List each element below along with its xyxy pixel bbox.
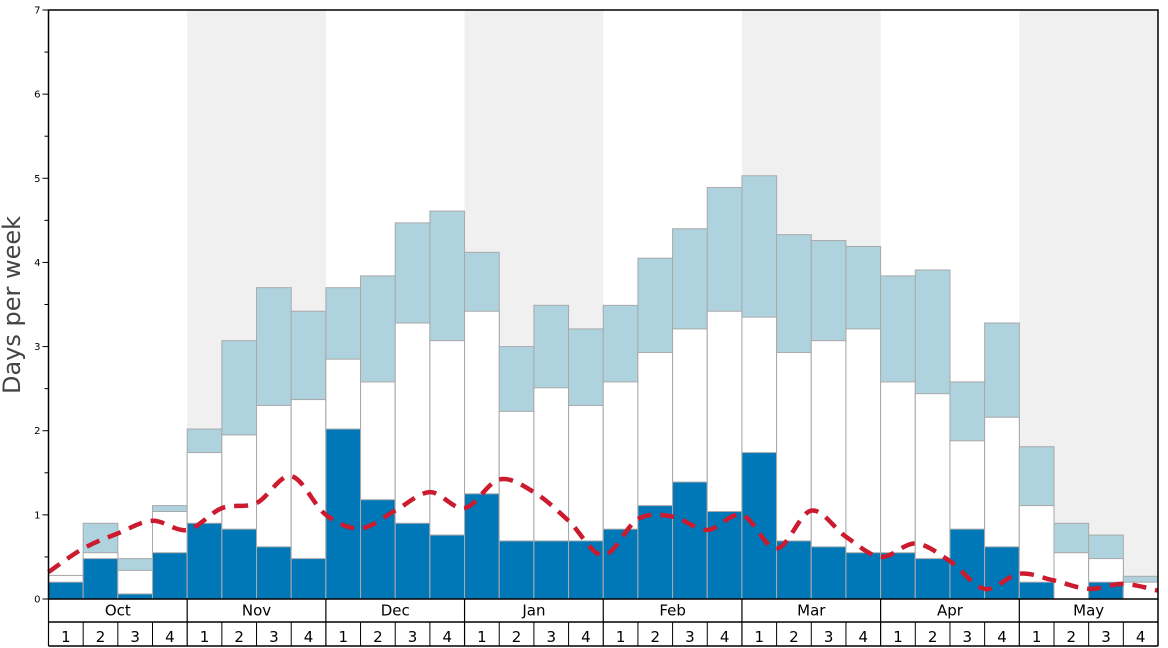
bar-dark	[880, 552, 916, 600]
week-label: 4	[997, 628, 1007, 646]
bar-dark	[82, 558, 119, 600]
month-label-apr: Apr	[937, 602, 964, 620]
week-label: 1	[755, 628, 765, 646]
week-label: 4	[720, 628, 730, 646]
bar-dark	[637, 505, 674, 600]
y-tick-label: 6	[34, 90, 40, 101]
bar-dark	[117, 593, 154, 600]
week-label: 2	[789, 628, 799, 646]
month-label-nov: Nov	[242, 602, 271, 620]
week-label: 2	[1067, 628, 1077, 646]
bar-dark	[290, 558, 327, 600]
week-label: 3	[963, 628, 973, 646]
bar-dark	[984, 546, 1020, 600]
month-label-may: May	[1073, 602, 1104, 620]
bar-dark	[672, 481, 708, 600]
y-tick-label: 1	[34, 510, 40, 521]
week-label: 3	[685, 628, 695, 646]
bar-dark	[602, 528, 639, 600]
bar-dark	[325, 428, 362, 600]
y-tick-label: 0	[34, 595, 40, 606]
week-label: 3	[408, 628, 418, 646]
month-label-feb: Feb	[659, 602, 686, 620]
bar-dark	[810, 546, 847, 600]
bar-dark	[429, 534, 466, 600]
bar-dark	[706, 510, 743, 600]
week-label: 1	[616, 628, 626, 646]
week-label: 4	[859, 628, 869, 646]
bar-dark	[394, 522, 431, 600]
week-label: 3	[824, 628, 834, 646]
y-tick-label: 4	[34, 258, 40, 269]
week-label: 3	[1101, 628, 1111, 646]
y-tick-label: 5	[34, 174, 40, 185]
y-tick-label: 2	[34, 426, 40, 437]
week-label: 1	[477, 628, 487, 646]
week-label: 4	[581, 628, 591, 646]
bar-dark	[845, 552, 882, 600]
bar-dark	[152, 552, 188, 600]
bar-dark	[914, 558, 951, 600]
week-label: 2	[96, 628, 106, 646]
week-label: 2	[650, 628, 660, 646]
month-label-jan: Jan	[521, 602, 545, 620]
week-label: 2	[234, 628, 244, 646]
week-label: 4	[304, 628, 314, 646]
bar-dark	[776, 540, 812, 600]
bar-dark	[48, 581, 84, 600]
x-axis: Oct 1 2 3 4 Nov 1 2 3 4 Dec 1 2 3 4 Jan 1 2 3 4 Feb 1 2 3 4 Mar 1 2…	[47, 599, 1159, 647]
bar-dark	[186, 522, 223, 600]
month-label-mar: Mar	[797, 602, 826, 620]
week-label: 2	[373, 628, 383, 646]
week-label: 1	[1032, 628, 1042, 646]
bar-dark	[533, 540, 570, 600]
week-label: 2	[512, 628, 522, 646]
bar-dark	[741, 452, 778, 600]
week-label: 1	[200, 628, 210, 646]
bar-mid	[1053, 552, 1090, 600]
y-axis: 0 1 2 3 4 5 6 7	[34, 6, 49, 606]
week-label: 3	[130, 628, 140, 646]
bar-dark	[256, 546, 292, 600]
bar-dark	[1018, 581, 1055, 600]
bar-dark	[498, 540, 535, 600]
bar-dark	[568, 540, 604, 600]
week-label: 1	[338, 628, 348, 646]
month-label-oct: Oct	[105, 602, 131, 620]
week-label: 2	[928, 628, 938, 646]
week-label: 3	[269, 628, 279, 646]
week-label: 3	[546, 628, 556, 646]
y-tick-label: 7	[34, 6, 40, 17]
week-label: 4	[442, 628, 452, 646]
week-label: 1	[893, 628, 903, 646]
bar-dark	[464, 493, 500, 600]
month-label-dec: Dec	[381, 602, 410, 620]
y-axis-label: Days per week	[0, 216, 26, 394]
week-label: 1	[61, 628, 71, 646]
bar-dark	[221, 528, 258, 600]
week-label: 4	[165, 628, 175, 646]
week-label: 4	[1136, 628, 1146, 646]
y-tick-label: 3	[34, 342, 40, 353]
